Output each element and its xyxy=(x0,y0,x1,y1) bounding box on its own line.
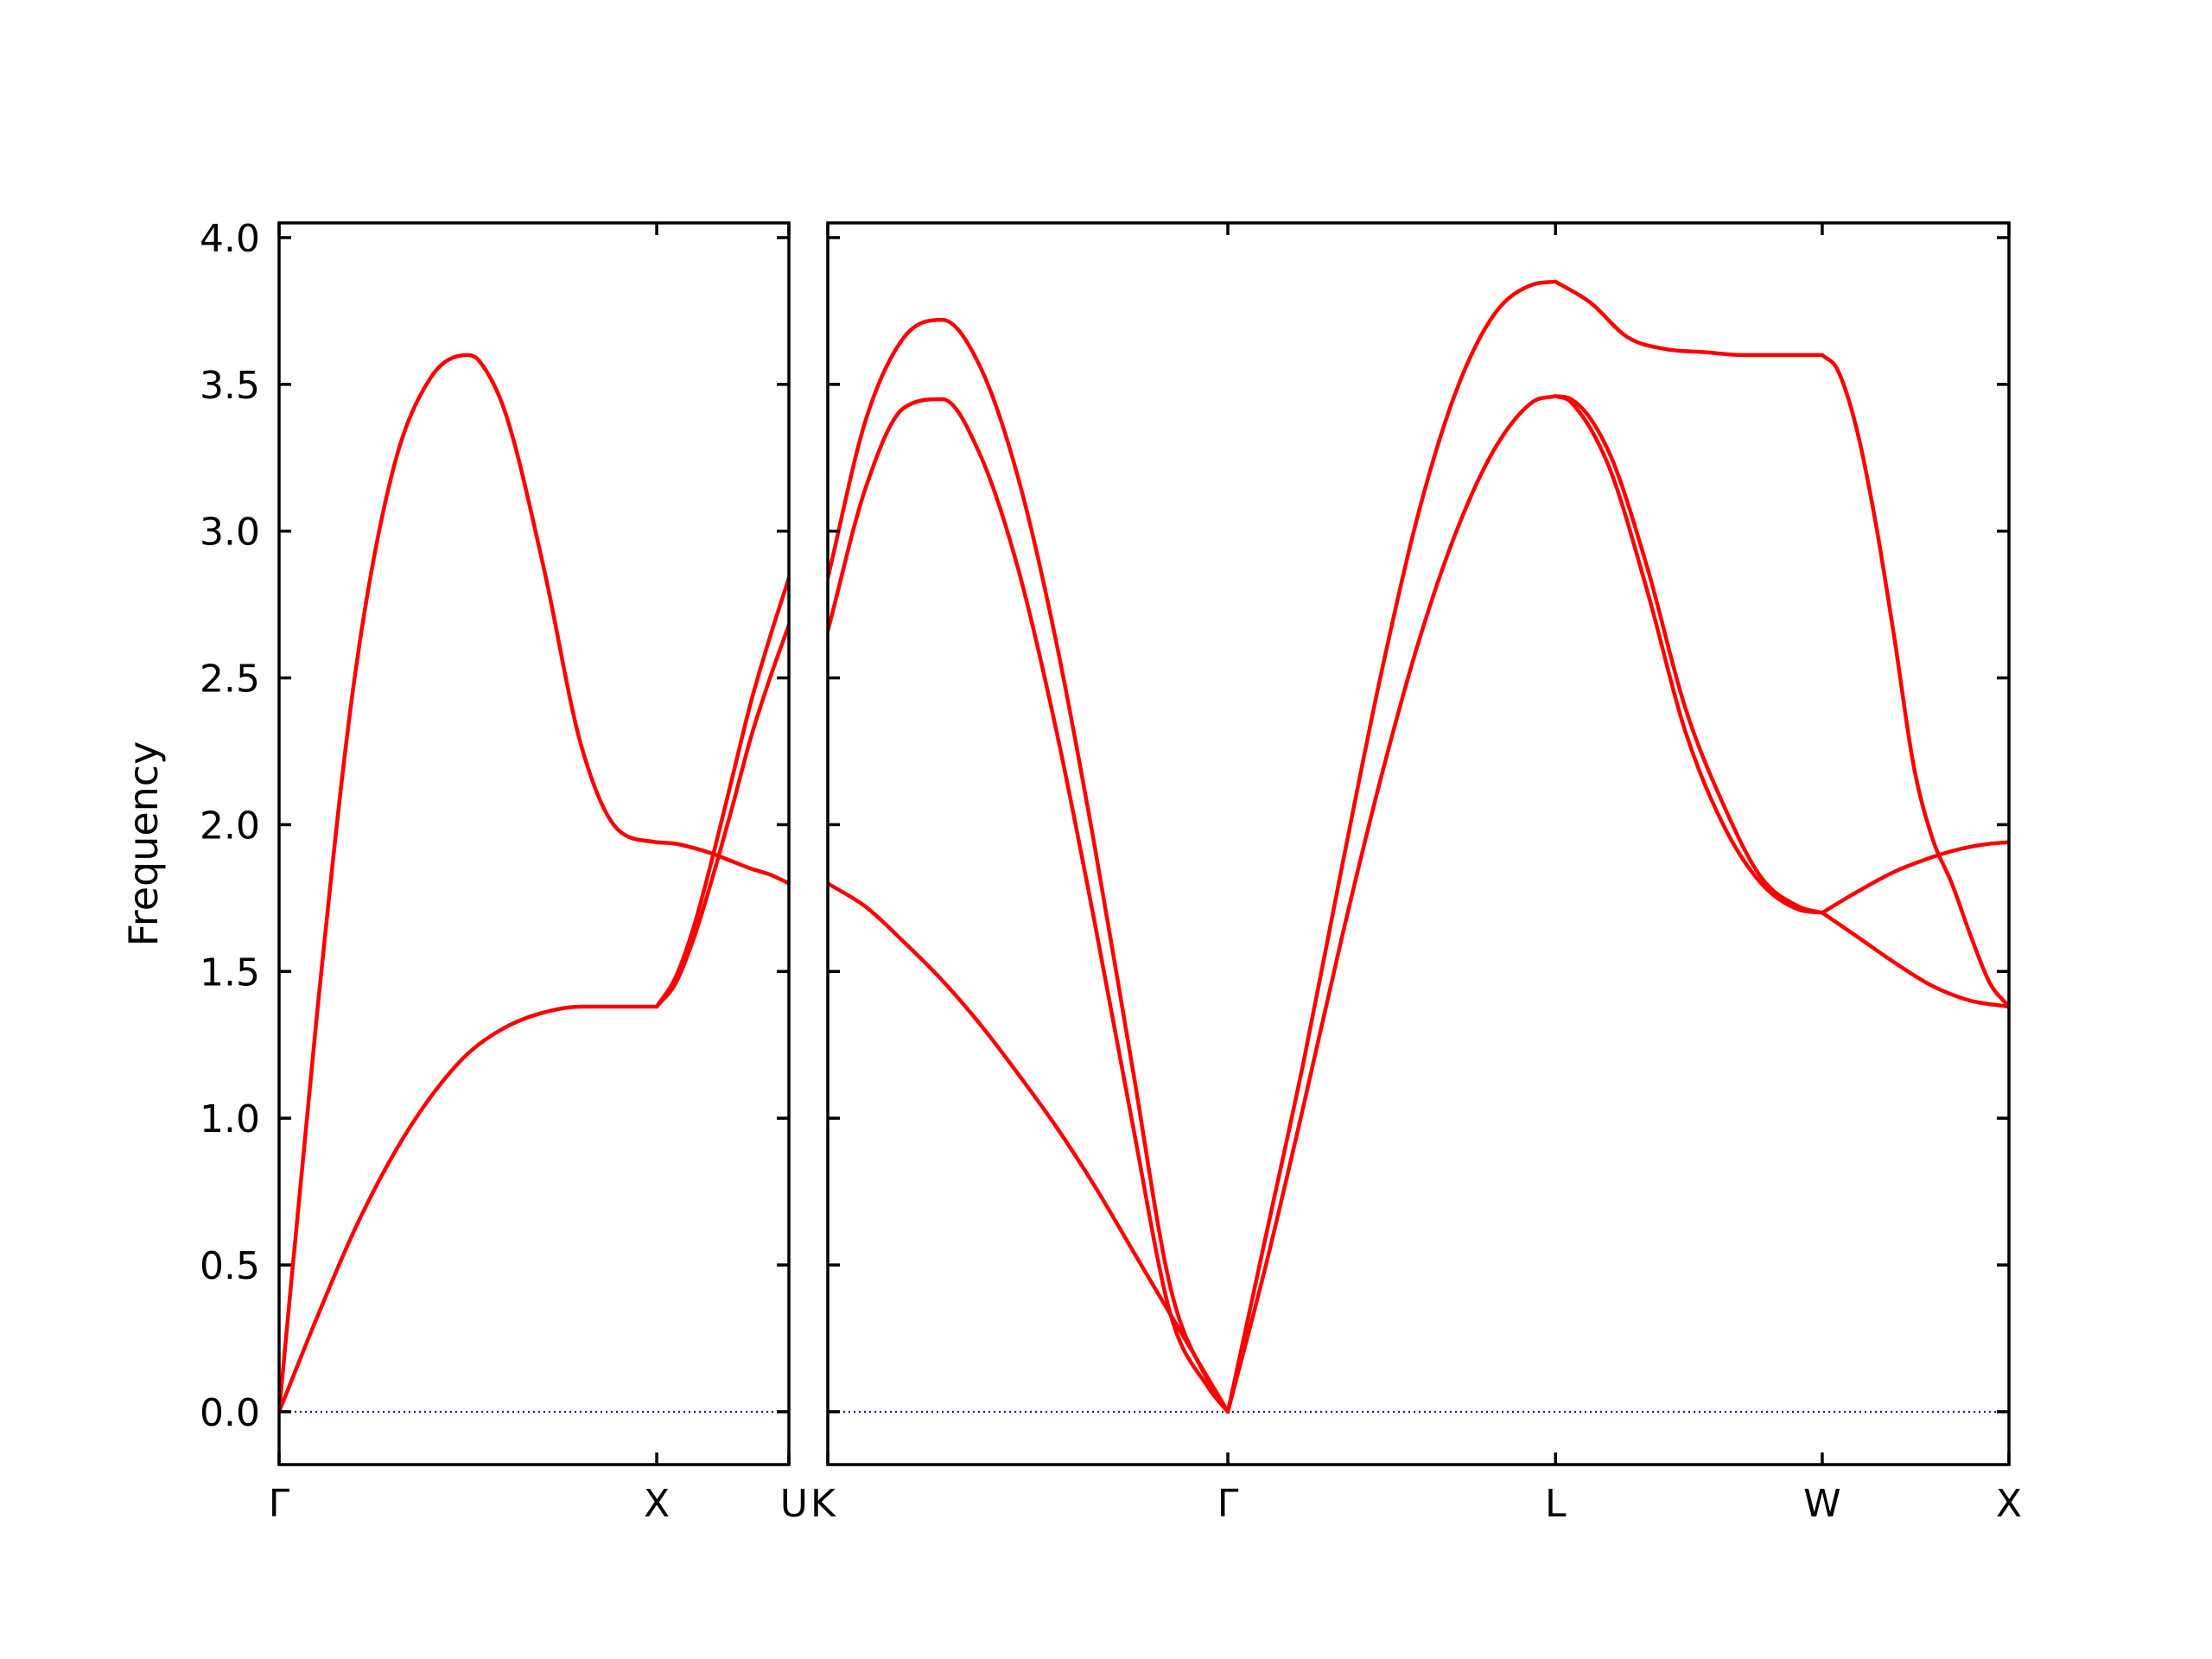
band-line-1-2 xyxy=(279,353,659,1414)
y-tick-label: 3.5 xyxy=(200,364,260,408)
axes-frame xyxy=(826,221,2011,1466)
y-tick-label: 0.0 xyxy=(200,1391,260,1435)
y-tick-label: 1.5 xyxy=(200,950,260,995)
x-tick-label-2-2: Γ xyxy=(1217,1482,1239,1526)
y-tick-label: 3.0 xyxy=(200,511,260,555)
x-tick-label-1-3: U xyxy=(780,1482,808,1526)
x-tick-label-1-2: X xyxy=(644,1482,670,1526)
band-series-group xyxy=(828,279,2009,1414)
band-line-2-4 xyxy=(1225,394,1558,1414)
band-line-2-8 xyxy=(1554,279,1825,358)
y-tick-label: 4.0 xyxy=(200,217,260,261)
x-tick-label-2-3: L xyxy=(1545,1482,1567,1526)
band-series-group xyxy=(279,353,789,1414)
y-tick-label: 0.5 xyxy=(200,1244,260,1288)
band-line-1-1 xyxy=(279,1004,659,1414)
y-tick-label: 2.5 xyxy=(200,658,260,702)
band-line-2-3 xyxy=(828,317,1230,1414)
panel-1: 0.0 0.5 1.0 1.5 2.0 2.5 3.0 3.5 4.0 Γ X U xyxy=(200,217,808,1526)
band-line-2-6 xyxy=(1554,394,1825,915)
x-tick-label-2-5: X xyxy=(1996,1482,2022,1526)
y-tick-label: 1.0 xyxy=(200,1097,260,1141)
band-line-2-1 xyxy=(828,881,1230,1414)
y-axis-label: Frequency xyxy=(120,741,167,947)
band-line-1-5 xyxy=(654,623,789,1009)
band-line-2-11 xyxy=(1820,353,2009,1009)
y-tick-label: 2.0 xyxy=(200,804,260,848)
band-line-2-9 xyxy=(1820,840,2009,915)
x-tick-label-1-1: Γ xyxy=(269,1482,290,1526)
band-line-2-5 xyxy=(1225,279,1558,1414)
band-line-2-10 xyxy=(1820,911,2009,1009)
axes-frame xyxy=(277,221,791,1466)
band-line-2-7 xyxy=(1554,394,1825,915)
x-tick-label-2-1: K xyxy=(810,1482,836,1526)
band-line-1-4 xyxy=(654,575,789,1009)
band-line-1-3 xyxy=(654,840,789,886)
x-tick-label-2-4: W xyxy=(1803,1482,1841,1526)
band-line-2-2 xyxy=(828,397,1230,1414)
